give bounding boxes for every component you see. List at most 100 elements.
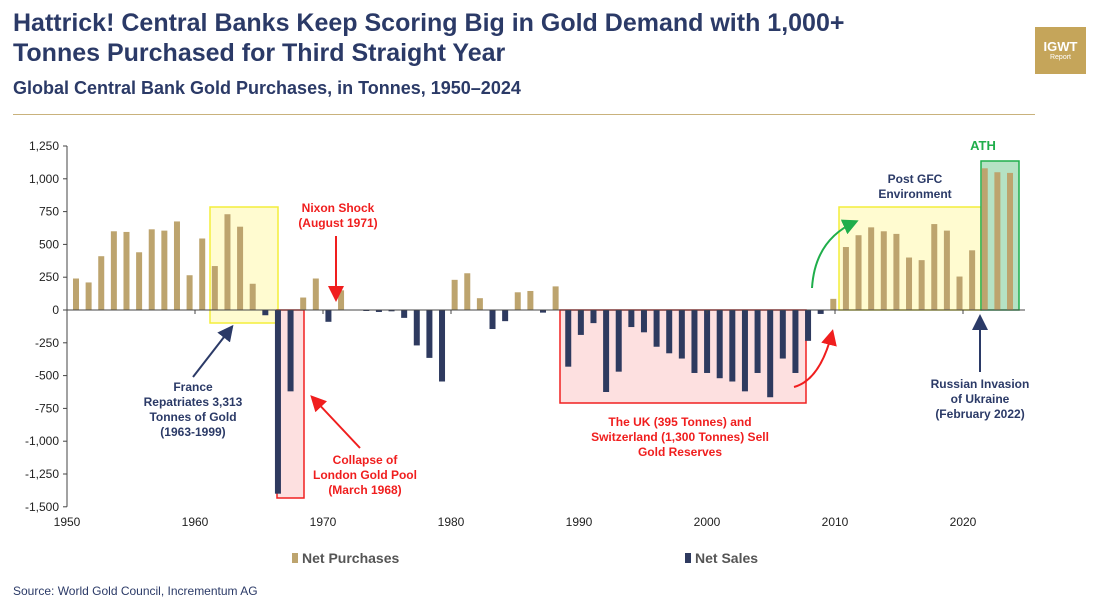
bar-net-purchases	[300, 297, 307, 310]
bar-net-sales	[577, 310, 584, 335]
source-note: Source: World Gold Council, Incrementum …	[13, 584, 258, 598]
bar-net-purchases	[73, 278, 79, 310]
bar-net-sales	[792, 310, 799, 373]
legend-net-purchases: Net Purchases	[292, 550, 399, 566]
logo-subtext: Report	[1049, 54, 1071, 61]
bar-net-purchases	[186, 275, 193, 310]
y-tick-label: 250	[39, 270, 59, 284]
bar-net-purchases	[931, 224, 938, 310]
france-annotation: France Repatriates 3,313 Tonnes of Gold …	[138, 380, 248, 440]
ann-line: Switzerland (1,300 Tonnes) Sell	[591, 430, 769, 444]
bar-net-purchases	[943, 230, 950, 310]
bar-net-purchases	[893, 233, 900, 310]
london-highlight-box	[276, 309, 305, 499]
gfc-annotation: Post GFC Environment	[860, 172, 970, 202]
legend-label: Net Purchases	[302, 550, 400, 566]
bar-net-sales	[502, 310, 509, 322]
page-title: Hattrick! Central Banks Keep Scoring Big…	[13, 8, 1013, 68]
france-arrow	[192, 324, 234, 378]
bar-net-purchases	[918, 260, 925, 310]
y-tick-label: -1,250	[25, 467, 59, 481]
bar-net-sales	[691, 310, 698, 373]
x-tick-label: 1990	[566, 515, 593, 529]
y-tick-label: 500	[39, 237, 59, 251]
gfc-arrow	[811, 219, 859, 289]
bar-net-sales	[779, 310, 786, 359]
y-tick-label: -500	[35, 369, 59, 383]
bar-net-purchases	[830, 298, 837, 310]
bar-net-sales	[704, 310, 711, 373]
france-highlight-box	[209, 206, 279, 324]
bar-net-sales	[754, 310, 761, 373]
bar-net-purchases	[855, 235, 862, 310]
x-tick-label: 2000	[694, 515, 721, 529]
ann-line: (February 2022)	[935, 407, 1025, 421]
bar-net-sales	[640, 310, 647, 333]
ann-line: Russian Invasion	[930, 377, 1030, 391]
russia-annotation: Russian Invasion of Ukraine (February 20…	[920, 377, 1040, 422]
bar-net-purchases	[956, 276, 963, 310]
ann-line: of Ukraine	[950, 392, 1010, 406]
uk-arrow	[793, 329, 837, 388]
bar-net-sales	[388, 310, 395, 312]
bar-net-purchases	[514, 292, 521, 310]
bar-net-purchases	[981, 168, 988, 310]
x-tick-label: 1980	[438, 515, 465, 529]
bar-net-purchases	[552, 286, 559, 310]
ann-line: Post GFC	[887, 172, 943, 186]
y-tick-label: -1,000	[25, 434, 59, 448]
bar-net-sales	[767, 310, 774, 398]
ath-annotation: ATH	[970, 138, 996, 153]
bar-net-purchases	[173, 221, 180, 310]
y-tick-label: -250	[35, 336, 59, 350]
bar-net-sales	[274, 310, 281, 494]
legend-net-sales: Net Sales	[685, 550, 758, 566]
bar-net-purchases	[464, 273, 471, 310]
y-tick-label: -750	[35, 401, 59, 415]
bar-net-purchases	[136, 252, 143, 310]
bar-net-purchases	[906, 257, 913, 310]
ann-line: (August 1971)	[298, 216, 378, 230]
title-line-1: Hattrick! Central Banks Keep Scoring Big…	[13, 9, 845, 37]
igwt-logo: IGWT Report	[1035, 27, 1086, 74]
x-tick-label: 2010	[822, 515, 849, 529]
bar-net-purchases	[969, 250, 976, 310]
bar-net-purchases	[994, 172, 1001, 310]
bar-net-sales	[615, 310, 622, 372]
bar-net-purchases	[211, 266, 218, 310]
ann-line: France	[173, 380, 213, 394]
bar-net-purchases	[249, 283, 256, 310]
bar-net-sales	[628, 310, 635, 328]
bar-net-purchases	[338, 290, 345, 310]
legend-swatch-purchases	[292, 553, 298, 563]
bar-net-sales	[817, 310, 824, 314]
divider	[13, 114, 1035, 115]
bar-net-sales	[401, 310, 408, 318]
bar-net-purchases	[842, 247, 849, 310]
bar-net-purchases	[148, 229, 155, 310]
bar-net-sales	[439, 310, 446, 382]
bar-net-sales	[805, 310, 812, 341]
ann-line: (1963-1999)	[160, 425, 226, 439]
bar-net-purchases	[527, 290, 534, 310]
bar-net-sales	[741, 310, 748, 392]
bar-net-purchases	[237, 226, 244, 310]
y-tick-label: 750	[39, 205, 59, 219]
x-tick-label: 1970	[310, 515, 337, 529]
ann-line: Tonnes of Gold	[149, 410, 237, 424]
ann-line: (March 1968)	[328, 483, 402, 497]
legend-label: Net Sales	[695, 550, 759, 566]
bar-net-sales	[565, 310, 572, 367]
bar-net-purchases	[476, 298, 483, 310]
bar-net-purchases	[110, 231, 117, 310]
ann-line: The UK (395 Tonnes) and	[608, 415, 752, 429]
bar-net-purchases	[123, 231, 130, 310]
bar-net-purchases	[161, 230, 168, 310]
bar-net-purchases	[85, 282, 92, 310]
bar-net-sales	[325, 310, 332, 322]
bar-net-sales	[287, 310, 294, 392]
x-axis: 1950 1960 1970 1980 1990 2000 2010 2020	[54, 309, 1025, 529]
x-tick-label: 1950	[54, 515, 81, 529]
